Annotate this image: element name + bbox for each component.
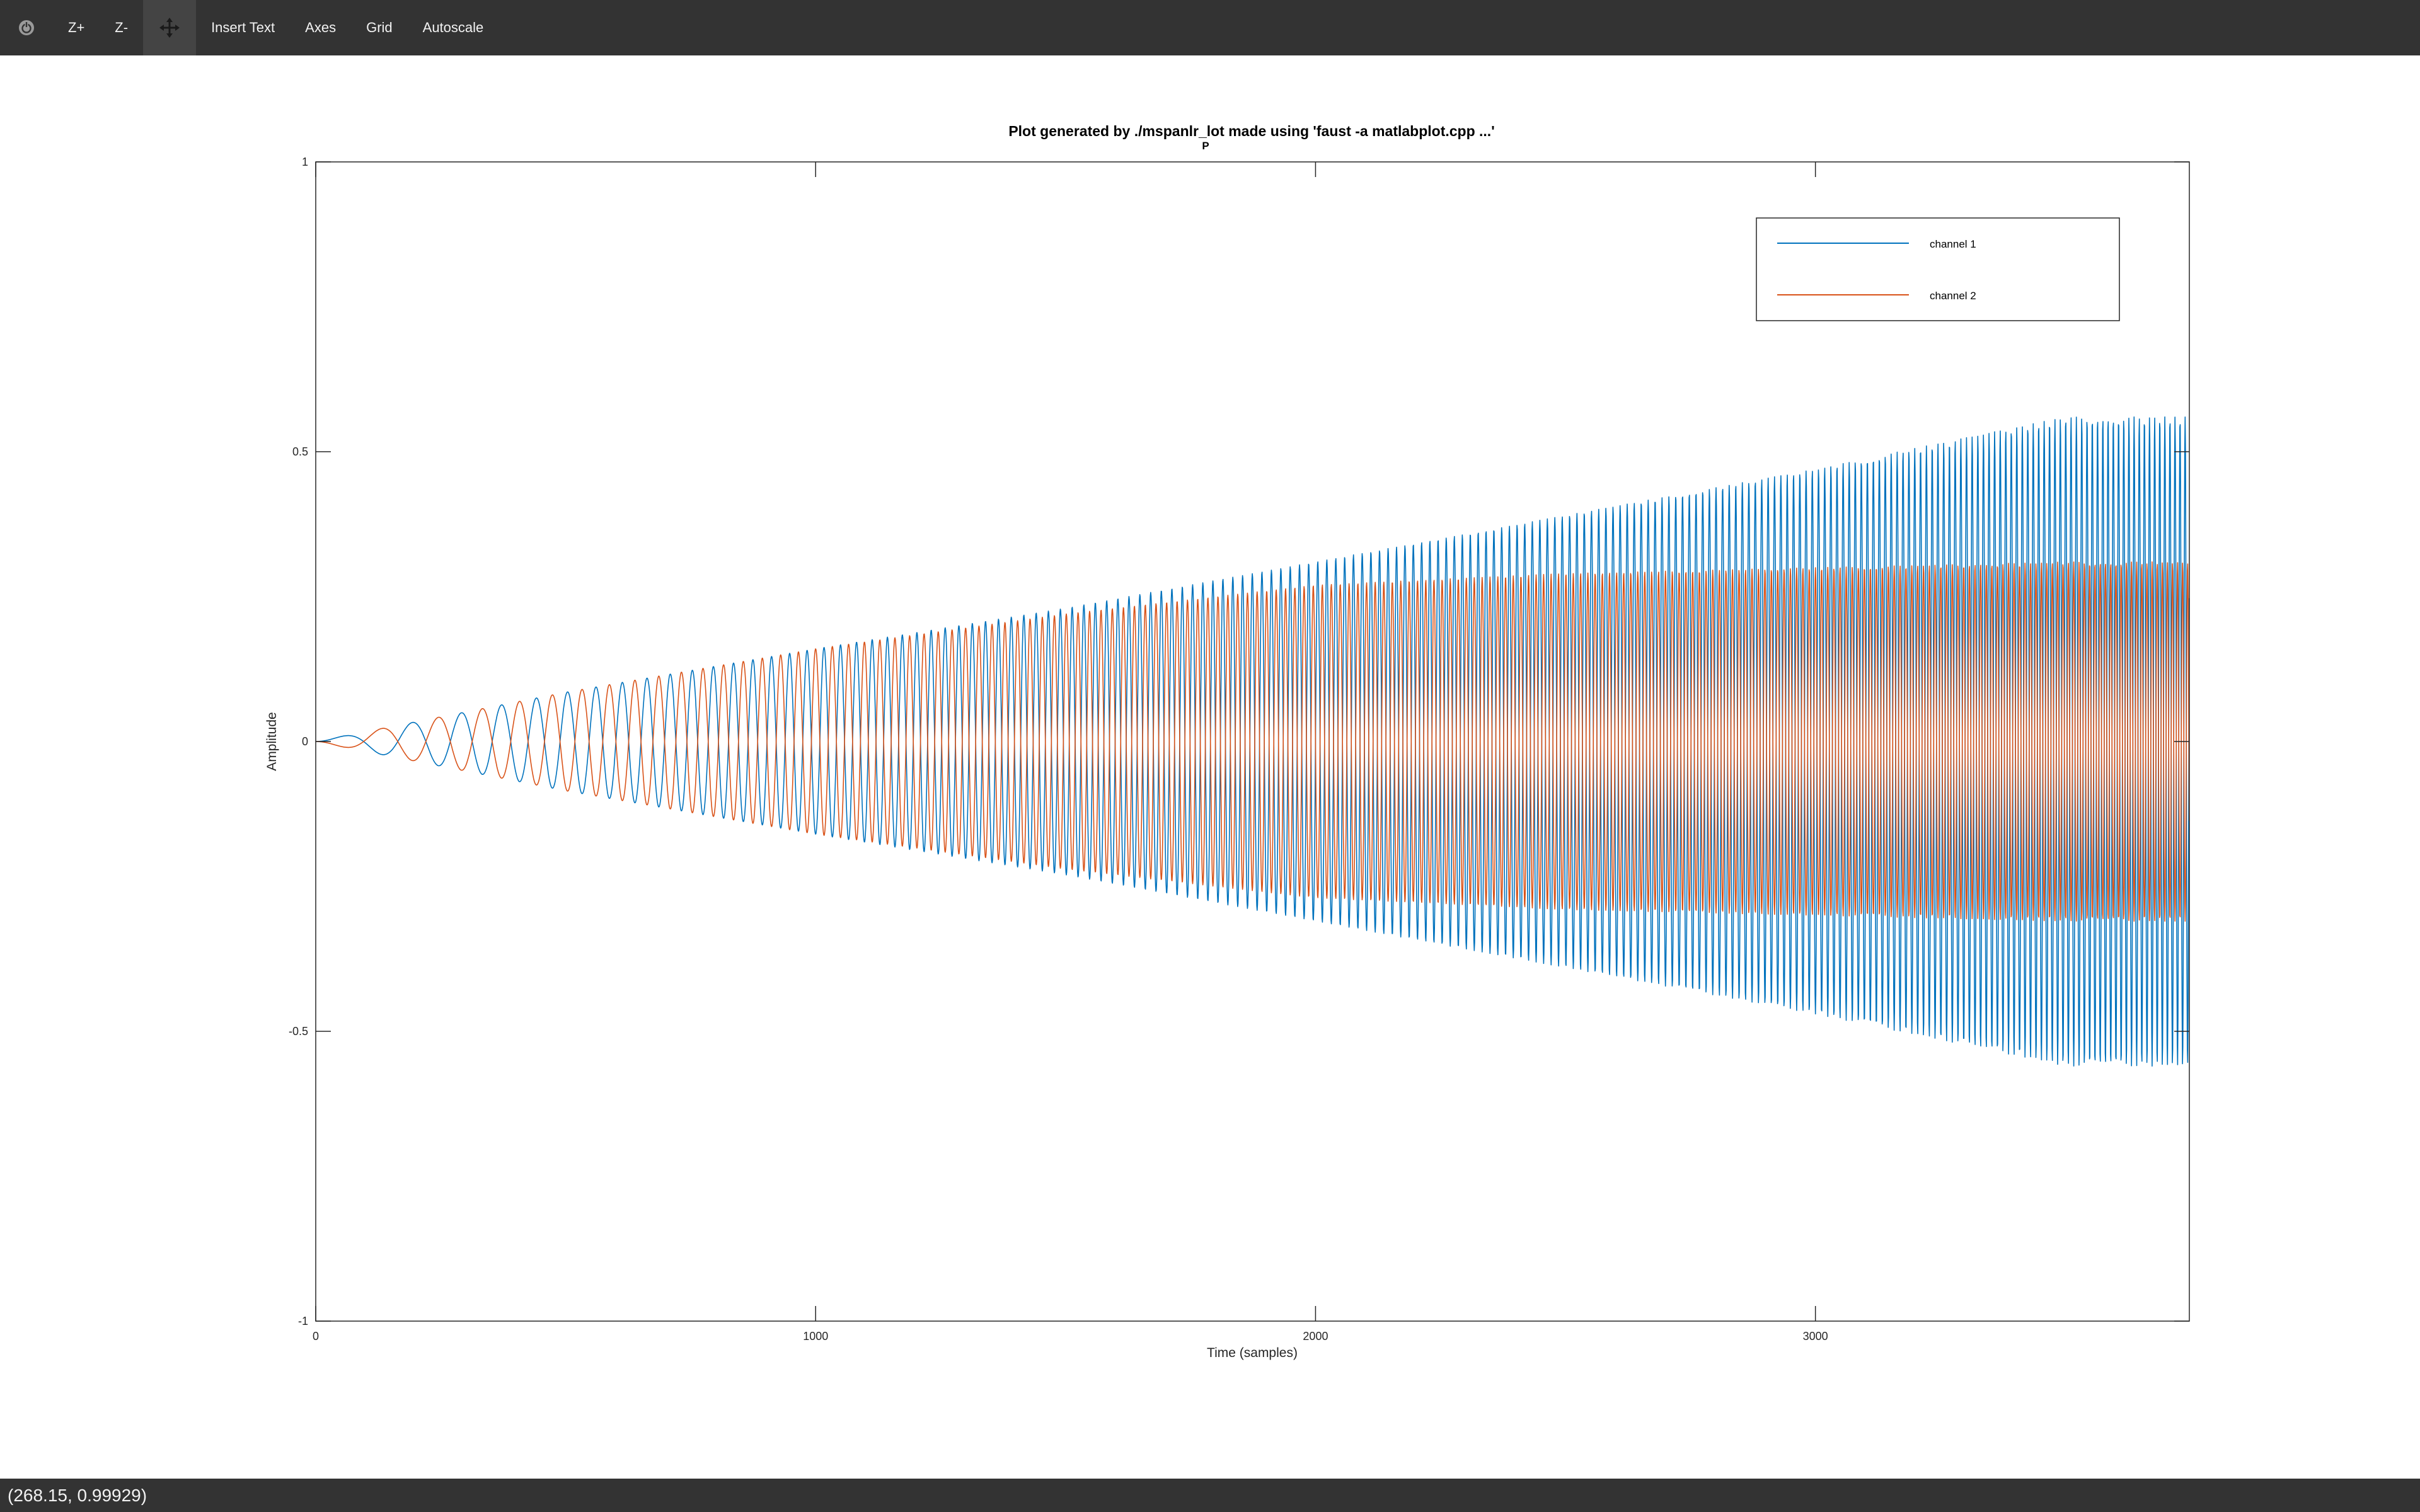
y-tick-label: -0.5 (289, 1025, 308, 1038)
chart-title-fragment: P (1202, 140, 1209, 152)
y-tick-label: 0.5 (292, 445, 308, 458)
status-bar: (268.15, 0.99929) (0, 1479, 2420, 1512)
x-tick-label: 2000 (1303, 1330, 1328, 1343)
legend: channel 1 channel 2 (1756, 217, 2120, 321)
pan-button[interactable] (143, 0, 197, 55)
series-line-1 (315, 416, 2190, 1067)
x-axis-label: Time (samples) (1207, 1346, 1298, 1360)
chart-title: Plot generated by ./mspanlr_lot made usi… (1008, 123, 1494, 139)
cursor-coordinates: (268.15, 0.99929) (8, 1485, 147, 1505)
x-tick-label: 3000 (1803, 1330, 1828, 1343)
autoscale-button[interactable]: Autoscale (422, 20, 484, 35)
reset-button[interactable] (0, 0, 53, 55)
power-icon (19, 20, 34, 35)
x-tick-label: 1000 (803, 1330, 828, 1343)
y-tick-label: 0 (302, 735, 308, 748)
insert-text-button[interactable]: Insert Text (211, 20, 275, 35)
zoom-out-button[interactable]: Z- (115, 20, 129, 35)
legend-label-channel-2: channel 2 (1930, 290, 1976, 302)
toolbar: Z+ Z- Insert Text Axes Grid Autoscale (0, 0, 2420, 55)
legend-label-channel-1: channel 1 (1930, 238, 1976, 250)
axes-box (315, 161, 2190, 1322)
plot-canvas[interactable]: Plot generated by ./mspanlr_lot made usi… (0, 55, 2420, 1479)
axes-button[interactable]: Axes (305, 20, 337, 35)
legend-box (1756, 217, 2120, 321)
y-axis-label: Amplitude (265, 712, 279, 770)
y-tick-label: -1 (298, 1315, 308, 1327)
grid-button[interactable]: Grid (366, 20, 393, 35)
zoom-in-button[interactable]: Z+ (68, 20, 85, 35)
y-tick-label: 1 (302, 156, 308, 168)
plot-area[interactable]: Plot generated by ./mspanlr_lot made usi… (0, 55, 2420, 1479)
series-line-2 (315, 561, 2190, 922)
x-tick-label: 0 (313, 1330, 319, 1343)
move-icon (159, 18, 180, 38)
